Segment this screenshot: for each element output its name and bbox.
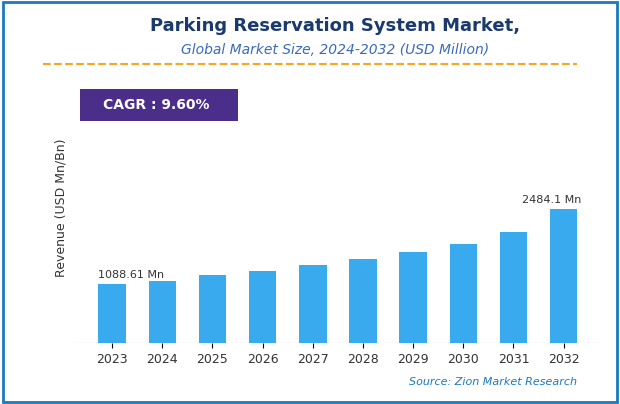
- Bar: [198, 275, 226, 343]
- Text: CAGR : 9.60%: CAGR : 9.60%: [103, 99, 210, 112]
- Text: Parking Reservation System Market,: Parking Reservation System Market,: [150, 17, 520, 35]
- Bar: [399, 252, 427, 343]
- Bar: [450, 244, 477, 343]
- Text: 2484.1 Mn: 2484.1 Mn: [522, 195, 581, 204]
- Text: Source: Zion Market Research: Source: Zion Market Research: [409, 377, 577, 387]
- Bar: [550, 209, 577, 343]
- FancyBboxPatch shape: [79, 89, 237, 122]
- Bar: [149, 281, 176, 343]
- Y-axis label: Revenue (USD Mn/Bn): Revenue (USD Mn/Bn): [55, 139, 68, 277]
- Bar: [349, 259, 377, 343]
- Bar: [299, 265, 327, 343]
- Text: 1088.61 Mn: 1088.61 Mn: [98, 270, 164, 280]
- Bar: [500, 232, 527, 343]
- Bar: [249, 271, 277, 343]
- Bar: [99, 284, 126, 343]
- Text: Global Market Size, 2024-2032 (USD Million): Global Market Size, 2024-2032 (USD Milli…: [181, 44, 489, 57]
